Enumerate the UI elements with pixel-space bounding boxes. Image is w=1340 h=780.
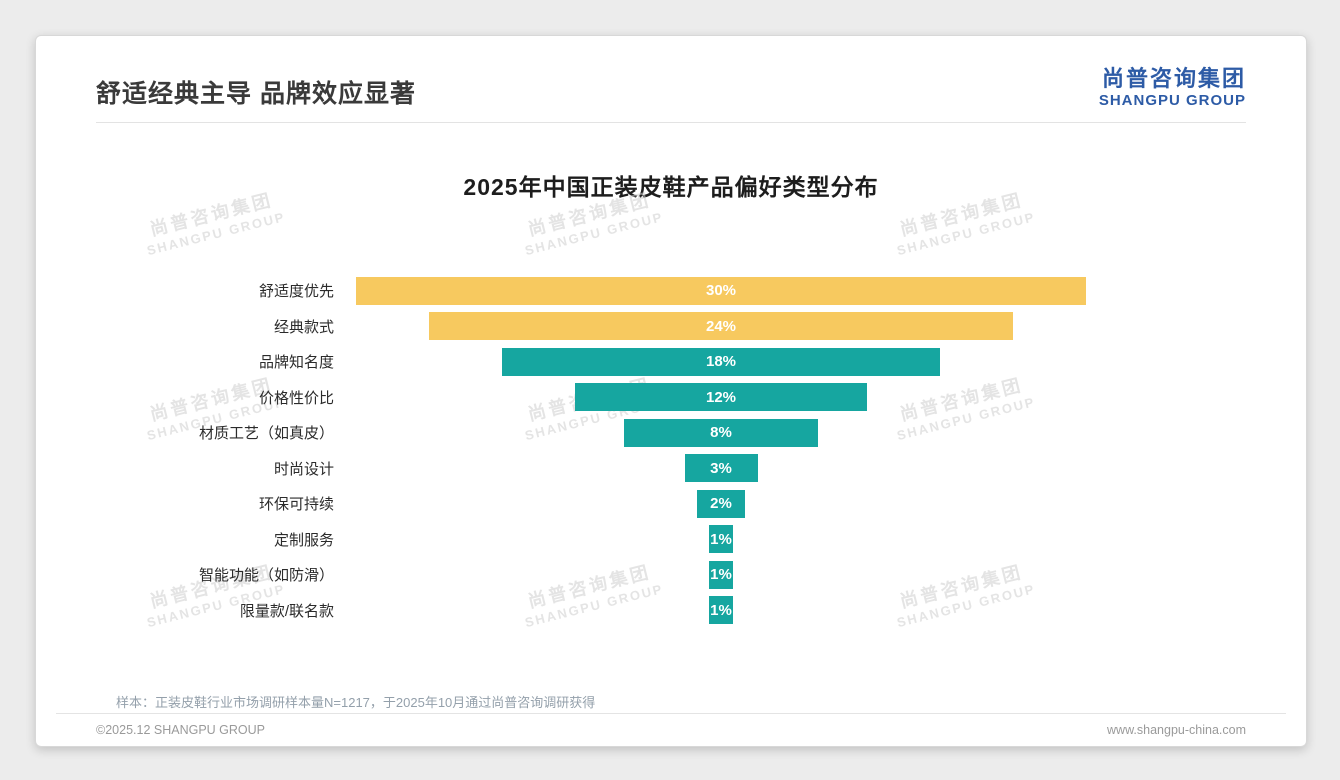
category-label: 舒适度优先 [258, 283, 334, 301]
bar-track: 1% [346, 560, 1096, 589]
chart-row: 经典款式 24% [36, 309, 1306, 345]
category-label: 材质工艺（如真皮） [198, 425, 334, 443]
bar-value-label: 18% [705, 353, 737, 371]
category-label: 智能功能（如防滑） [198, 567, 334, 585]
bar-value-label: 1% [710, 530, 732, 548]
bar-track: 24% [346, 312, 1096, 341]
chart-row: 限量款/联名款 1% [36, 593, 1306, 629]
bar: 18% [502, 347, 940, 376]
category-label: 价格性价比 [258, 389, 334, 407]
bar-track: 1% [346, 596, 1096, 625]
watermark-en-text: SHANGPU GROUP [895, 209, 1037, 259]
watermark-en-text: SHANGPU GROUP [523, 209, 665, 259]
bar: 1% [708, 596, 734, 625]
bar: 30% [356, 276, 1086, 305]
slide: 尚普咨询集团 SHANGPU GROUP 尚普咨询集团 SHANGPU GROUP 尚普… [35, 35, 1307, 747]
bar-value-label: 24% [705, 317, 737, 335]
watermark-en-text: SHANGPU GROUP [145, 209, 287, 259]
category-label: 时尚设计 [273, 460, 334, 478]
bar-value-label: 30% [705, 282, 737, 300]
page-title: 舒适经典主导 品牌效应显著 [96, 80, 416, 108]
category-label: 定制服务 [273, 531, 334, 549]
bar: 8% [623, 418, 819, 447]
bar: 24% [429, 312, 1013, 341]
chart-row: 环保可持续 2% [36, 486, 1306, 522]
bar: 12% [575, 383, 867, 412]
logo-en-text: SHANGPU GROUP [1098, 92, 1246, 110]
bar-track: 30% [346, 276, 1096, 305]
chart-row: 智能功能（如防滑） 1% [36, 557, 1306, 593]
header: 舒适经典主导 品牌效应显著 尚普咨询集团 SHANGPU GROUP [96, 64, 1246, 123]
footer: ©2025.12 SHANGPU GROUP www.shangpu-china… [56, 713, 1286, 746]
chart-row: 品牌知名度 18% [36, 344, 1306, 380]
chart-row: 价格性价比 12% [36, 380, 1306, 416]
chart-row: 时尚设计 3% [36, 451, 1306, 487]
bar-track: 18% [346, 347, 1096, 376]
bar-value-label: 3% [710, 459, 732, 477]
footer-copyright: ©2025.12 SHANGPU GROUP [96, 723, 265, 737]
bar-track: 8% [346, 418, 1096, 447]
bar-track: 2% [346, 489, 1096, 518]
bar-value-label: 2% [710, 495, 732, 513]
bar: 2% [696, 489, 746, 518]
category-label: 环保可持续 [258, 496, 334, 514]
category-label: 经典款式 [273, 318, 334, 336]
footer-website: www.shangpu-china.com [1107, 723, 1246, 737]
bar-value-label: 1% [710, 566, 732, 584]
bar: 1% [708, 560, 734, 589]
chart-row: 舒适度优先 30% [36, 273, 1306, 309]
logo: 尚普咨询集团 SHANGPU GROUP [1099, 66, 1246, 110]
bar-value-label: 8% [710, 424, 732, 442]
bar-value-label: 1% [710, 601, 732, 619]
logo-cn-text: 尚普咨询集团 [1101, 66, 1246, 91]
category-label: 品牌知名度 [258, 354, 334, 372]
category-label: 限量款/联名款 [239, 602, 334, 620]
chart-row: 材质工艺（如真皮） 8% [36, 415, 1306, 451]
chart-row: 定制服务 1% [36, 522, 1306, 558]
bar-value-label: 12% [705, 388, 737, 406]
chart-rows: 舒适度优先 30% 经典款式 24% 品牌知名度 18% 价格性价比 12% 材质工艺（如真皮）… [36, 273, 1306, 628]
bar: 1% [708, 525, 734, 554]
bar-track: 12% [346, 383, 1096, 412]
bar-track: 1% [346, 525, 1096, 554]
sample-note: 样本：正装皮鞋行业市场调研样本量N=1217，于2025年10月通过尚普咨询调研… [116, 695, 596, 710]
bar: 3% [684, 454, 758, 483]
chart-title: 2025年中国正装皮鞋产品偏好类型分布 [463, 174, 879, 200]
bar-track: 3% [346, 454, 1096, 483]
